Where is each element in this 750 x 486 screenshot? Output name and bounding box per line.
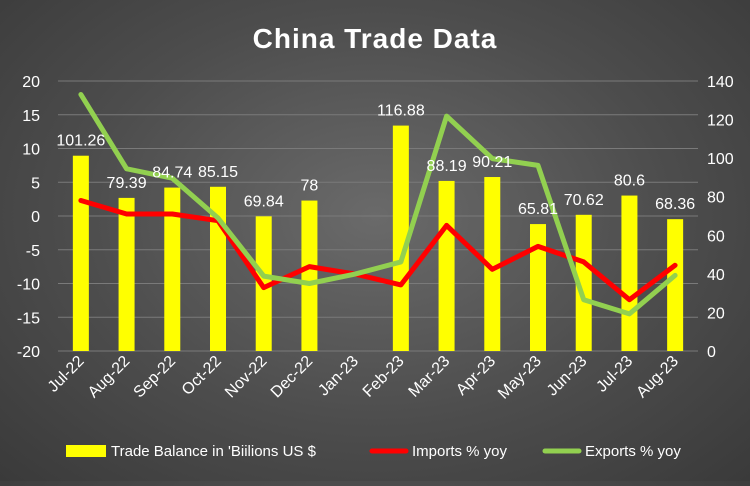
legend-label: Trade Balance in 'Biilions US $ — [111, 443, 317, 460]
bar-data-label: 116.88 — [377, 103, 425, 120]
line-point — [400, 261, 402, 263]
line-point — [674, 274, 676, 276]
line-point — [263, 287, 265, 289]
bar — [72, 155, 89, 351]
y-right-tick-label: 80 — [707, 190, 725, 207]
legend-label: Imports % yoy — [412, 443, 508, 460]
bar — [575, 214, 592, 351]
data-label-layer: 101.26 79.39 84.74 85.15 69.84 78 116.88 88.19 9… — [56, 103, 695, 218]
line-series — [78, 198, 678, 303]
line-point — [217, 217, 219, 219]
bar-data-label: 80.6 — [614, 173, 645, 190]
bar-data-label: 101.26 — [56, 133, 105, 150]
x-tick-label: Aug-22 — [85, 353, 134, 402]
line-point — [491, 158, 493, 160]
line-point — [446, 224, 448, 226]
x-tick-label: Nov-22 — [222, 353, 271, 402]
bar — [621, 195, 638, 351]
bar-data-label: 90.21 — [472, 154, 512, 171]
y-right-tick-label: 120 — [707, 113, 734, 130]
bar — [667, 219, 684, 351]
y-right-tick-label: 20 — [707, 305, 725, 322]
bar — [484, 177, 501, 351]
x-tick-label: Sep-22 — [131, 353, 180, 402]
line-series — [78, 92, 678, 317]
x-tick-label: Jul-23 — [593, 353, 636, 396]
y-right-tick-label: 0 — [707, 344, 716, 361]
line-point — [583, 299, 585, 301]
y-right-tick-label: 140 — [707, 74, 734, 91]
bar — [118, 197, 135, 351]
bar-data-label: 78 — [301, 178, 319, 195]
bar-data-label: 65.81 — [518, 201, 558, 218]
y-left-tick-label: -10 — [17, 277, 40, 294]
y-right-tick-label: 40 — [707, 267, 725, 284]
y-left-tick-label: 0 — [31, 209, 40, 226]
y-left-tick-label: 20 — [22, 74, 40, 91]
line-point — [537, 164, 539, 166]
line-point — [126, 168, 128, 170]
x-tick-label: Oct-22 — [179, 353, 225, 399]
bar-data-label: 69.84 — [244, 193, 284, 210]
bar — [438, 180, 455, 351]
line-point — [308, 283, 310, 284]
line-point — [446, 115, 448, 117]
x-tick-label: Dec-22 — [268, 353, 317, 402]
line-point — [80, 199, 82, 201]
bar — [301, 200, 318, 351]
y-right-tick-label: 100 — [707, 151, 734, 168]
line-point — [126, 213, 128, 215]
line-point — [263, 275, 265, 277]
x-tick-label: Aug-23 — [633, 353, 682, 402]
line-point — [171, 213, 173, 215]
bar — [530, 224, 546, 351]
bar-data-label: 85.15 — [198, 164, 238, 181]
y-right-tick-label: 60 — [707, 228, 725, 245]
x-tick-label: Apr-23 — [453, 353, 499, 399]
legend: Trade Balance in 'Biilions US $ Imports %… — [66, 443, 681, 460]
line-layer — [78, 92, 678, 317]
line-point — [171, 177, 173, 179]
line-point — [308, 266, 310, 268]
legend-label: Exports % yoy — [585, 443, 681, 460]
y-left-tick-label: -15 — [17, 310, 40, 327]
line-point — [491, 268, 493, 270]
line-point — [80, 94, 82, 95]
line-point — [537, 245, 539, 247]
x-tick-label: Feb-23 — [360, 353, 408, 401]
y-left-tick-label: 5 — [31, 175, 40, 192]
bar — [164, 187, 181, 351]
bar-data-label: 84.74 — [152, 165, 192, 182]
line-point — [628, 313, 630, 315]
line-point — [400, 284, 402, 286]
line-point — [628, 299, 630, 301]
x-tick-label: Jul-22 — [45, 353, 88, 396]
y-left-tick-label: -20 — [17, 344, 40, 361]
legend-swatch — [66, 445, 106, 457]
line-point — [674, 264, 676, 266]
x-tick-label: Jan-23 — [315, 353, 362, 400]
x-tick-label: May-23 — [495, 353, 545, 403]
y-left-tick-label: -5 — [26, 243, 40, 260]
chart-title: China Trade Data — [253, 23, 498, 54]
line-point — [354, 273, 356, 275]
y-left-tick-label: 10 — [22, 142, 40, 159]
bar — [392, 125, 409, 352]
bar-data-label: 68.36 — [655, 196, 695, 213]
bar-data-label: 79.39 — [107, 175, 147, 192]
bar-data-label: 70.62 — [564, 192, 604, 209]
x-tick-label: Mar-23 — [406, 353, 454, 401]
bar-data-label: 88.19 — [427, 158, 467, 175]
x-tick-label: Jun-23 — [544, 353, 591, 400]
y-left-tick-label: 15 — [22, 108, 40, 125]
line-point — [583, 261, 585, 263]
